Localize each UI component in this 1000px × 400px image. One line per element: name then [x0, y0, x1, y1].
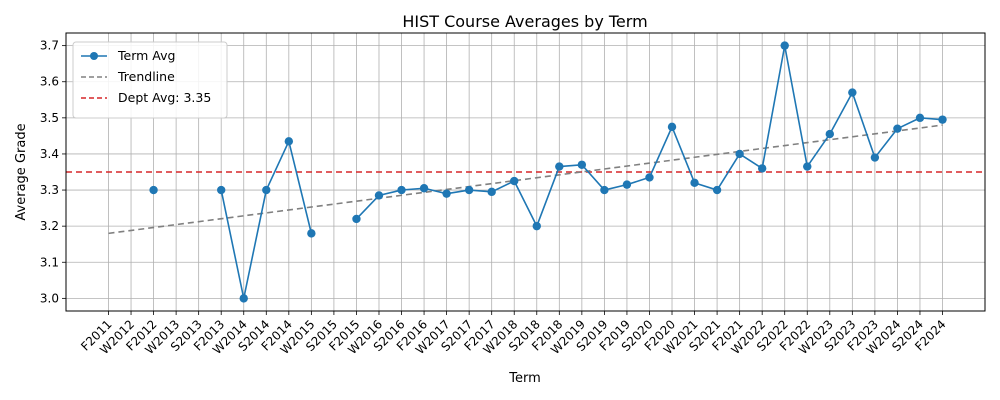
data-point [442, 189, 451, 198]
legend-trendline-label: Trendline [117, 69, 175, 84]
data-point [803, 162, 812, 171]
legend-dept-avg-label: Dept Avg: 3.35 [118, 90, 211, 105]
y-axis-ticks: 3.0 3.1 3.2 3.3 3.4 3.5 3.6 3.7 [40, 39, 66, 305]
data-point [667, 122, 677, 132]
data-point [645, 173, 654, 182]
y-tick-label: 3.0 [40, 291, 59, 305]
data-point [780, 41, 789, 50]
data-point [397, 185, 406, 195]
data-point [893, 124, 902, 133]
data-point [938, 115, 947, 124]
data-point [262, 185, 271, 195]
data-point [487, 187, 496, 197]
series-layer [149, 41, 947, 303]
data-point [600, 185, 609, 195]
legend-box [72, 41, 228, 119]
data-point [690, 178, 699, 188]
y-tick-label: 3.3 [40, 183, 59, 197]
y-tick-label: 3.5 [40, 111, 59, 125]
y-tick-label: 3.7 [40, 39, 59, 53]
y-tick-label: 3.4 [40, 147, 59, 161]
data-point [464, 185, 474, 195]
y-tick-label: 3.2 [40, 219, 59, 233]
data-point [870, 153, 880, 162]
data-point [848, 88, 857, 97]
plot-area-frame [65, 32, 986, 312]
data-point [307, 229, 316, 238]
data-point [622, 180, 632, 189]
data-point [149, 185, 158, 195]
legend-term-avg-label: Term Avg [117, 48, 175, 63]
chart-title: HIST Course Averages by Term [402, 12, 647, 31]
data-point [284, 137, 294, 146]
data-point [217, 185, 226, 195]
data-point [532, 221, 541, 231]
y-tick-label: 3.6 [40, 75, 59, 89]
y-axis-label: Average Grade [14, 123, 29, 220]
data-point [915, 113, 925, 123]
data-point [825, 129, 834, 139]
data-point [712, 185, 722, 195]
legend-term-avg-marker [90, 52, 98, 60]
legend: Term Avg Trendline Dept Avg: 3.35 [72, 41, 228, 119]
data-point [419, 184, 429, 193]
data-point [352, 214, 361, 224]
data-point [735, 149, 744, 159]
data-point [239, 294, 248, 303]
y-tick-label: 3.1 [40, 255, 59, 269]
data-point [757, 164, 767, 173]
data-point [577, 160, 587, 169]
data-point [374, 191, 384, 200]
data-point [510, 176, 519, 186]
x-axis-label: Term [508, 371, 541, 386]
data-point [555, 162, 564, 171]
